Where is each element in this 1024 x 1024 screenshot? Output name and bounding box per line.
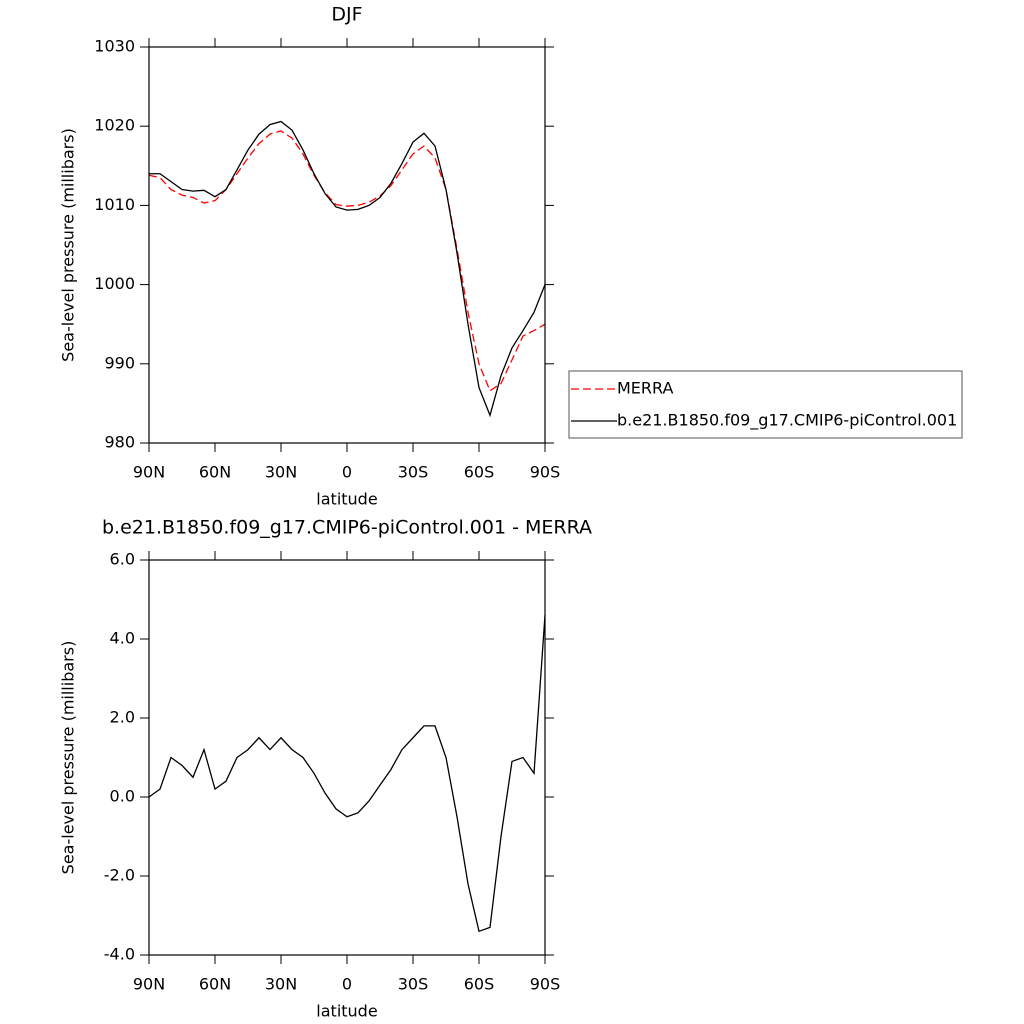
x-tick-label: 90N [133,463,165,482]
x-axis-label: latitude [316,490,377,509]
data-line [148,615,546,933]
plot-frame [148,559,546,956]
y-tick-label: 980 [104,433,135,452]
series-line [148,130,546,392]
x-tick-label: 60S [464,463,495,482]
series-line [149,120,546,418]
y-tick-label: -4.0 [104,945,135,964]
y-tick-label: 1000 [94,274,135,293]
chart-title: DJF [331,4,362,26]
y-tick-label: 0.0 [110,787,135,806]
x-tick-label: 0 [342,463,352,482]
plot-frame [148,46,546,444]
x-tick-label: 30N [265,975,297,994]
x-axis-label: latitude [316,1002,377,1021]
x-tick-label: 60N [199,975,231,994]
x-tick-label: 60S [464,975,495,994]
x-tick-label: 30N [265,463,297,482]
legend-label: MERRA [617,379,674,398]
y-tick-label: -2.0 [104,866,135,885]
y-tick-label: 6.0 [110,550,135,569]
y-tick-label: 990 [104,353,135,372]
x-tick-label: 0 [342,975,352,994]
x-tick-label: 90S [530,975,561,994]
y-tick-label: 1010 [94,195,135,214]
x-tick-label: 90S [530,463,561,482]
legend-label: b.e21.B1850.f09_g17.CMIP6-piControl.001 [617,411,957,431]
y-tick-label: 1030 [94,37,135,56]
x-tick-label: 30S [398,975,429,994]
y-axis-label: Sea-level pressure (millibars) [59,641,78,875]
x-tick-label: 60N [199,463,231,482]
x-tick-label: 30S [398,463,429,482]
y-tick-label: 1020 [94,116,135,135]
y-axis-label: Sea-level pressure (millibars) [59,128,78,362]
y-tick-label: 4.0 [110,629,135,648]
chart-title: b.e21.B1850.f09_g17.CMIP6-piControl.001 … [102,517,592,539]
y-tick-label: 2.0 [110,708,135,727]
legend-box [568,370,963,439]
x-tick-label: 90N [133,975,165,994]
